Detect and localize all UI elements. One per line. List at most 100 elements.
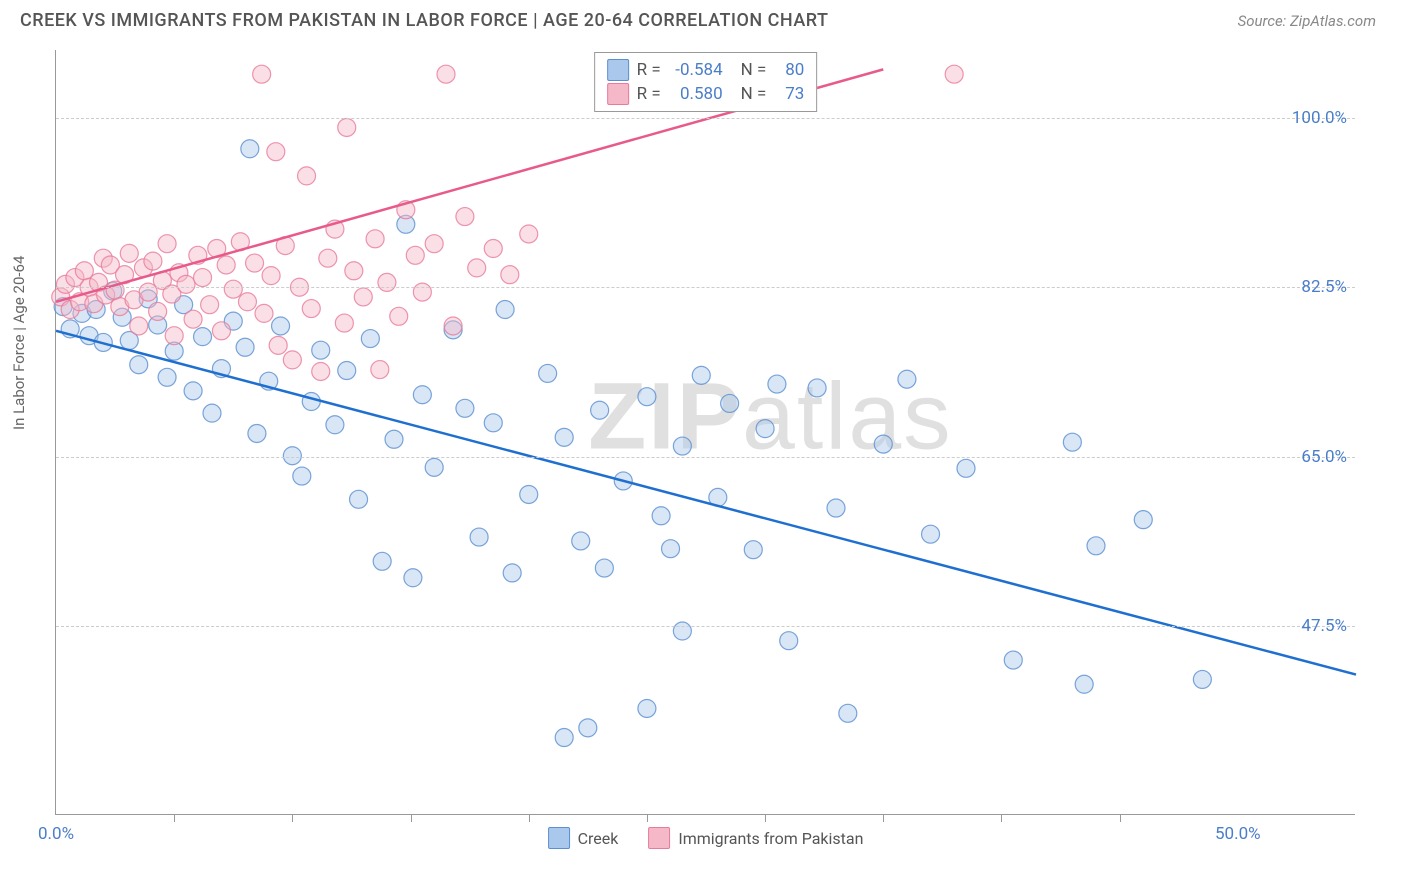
data-point xyxy=(692,366,710,384)
data-point xyxy=(361,330,379,348)
data-point xyxy=(425,458,443,476)
legend-stats-box: R = -0.584 N = 80 R = 0.580 N = 73 xyxy=(594,52,818,112)
data-point xyxy=(744,541,762,559)
legend-swatch xyxy=(607,59,629,81)
data-point xyxy=(262,267,280,285)
data-point xyxy=(662,540,680,558)
data-point xyxy=(373,552,391,570)
x-tick xyxy=(1120,814,1121,822)
data-point xyxy=(302,300,320,318)
data-point xyxy=(673,622,691,640)
data-point xyxy=(957,459,975,477)
data-point xyxy=(248,424,266,442)
data-point xyxy=(217,256,235,274)
legend-stat-row: R = 0.580 N = 73 xyxy=(607,83,805,105)
data-point xyxy=(673,437,691,455)
x-tick-label: 0.0% xyxy=(38,824,74,844)
gridline xyxy=(56,118,1355,119)
data-point xyxy=(456,208,474,226)
data-point xyxy=(1193,670,1211,688)
data-point xyxy=(272,317,290,335)
data-point xyxy=(437,65,455,83)
x-tick xyxy=(411,814,412,822)
data-point xyxy=(839,704,857,722)
data-point xyxy=(1075,675,1093,693)
data-point xyxy=(780,632,798,650)
r-value: 0.580 xyxy=(669,84,723,104)
data-point xyxy=(1087,537,1105,555)
data-point xyxy=(194,269,212,287)
x-tick xyxy=(174,814,175,822)
data-point xyxy=(756,420,774,438)
x-tick xyxy=(292,814,293,822)
data-point xyxy=(591,401,609,419)
x-tick xyxy=(529,814,530,822)
data-point xyxy=(345,262,363,280)
data-point xyxy=(404,569,422,587)
data-point xyxy=(293,467,311,485)
r-value: -0.584 xyxy=(669,60,723,80)
data-point xyxy=(652,507,670,525)
data-point xyxy=(212,322,230,340)
y-tick-label: 100.0% xyxy=(1292,108,1347,128)
data-point xyxy=(319,249,337,267)
data-point xyxy=(177,275,195,293)
data-point xyxy=(945,65,963,83)
data-point xyxy=(898,370,916,388)
data-point xyxy=(354,288,372,306)
data-point xyxy=(267,143,285,161)
series-legend: Creek Immigrants from Pakistan xyxy=(548,827,864,849)
data-point xyxy=(555,729,573,747)
data-point xyxy=(385,430,403,448)
data-point xyxy=(312,362,330,380)
legend-item: Immigrants from Pakistan xyxy=(648,827,863,849)
legend-stat-row: R = -0.584 N = 80 xyxy=(607,59,805,81)
x-tick xyxy=(647,814,648,822)
data-point xyxy=(444,317,462,335)
data-point xyxy=(335,314,353,332)
legend-label: Creek xyxy=(578,829,619,848)
data-point xyxy=(406,246,424,264)
data-point xyxy=(425,235,443,253)
x-tick xyxy=(1001,814,1002,822)
legend-swatch xyxy=(648,827,670,849)
y-tick-label: 47.5% xyxy=(1301,616,1347,636)
data-point xyxy=(350,490,368,508)
data-point xyxy=(338,118,356,136)
data-point xyxy=(253,65,271,83)
data-point xyxy=(555,428,573,446)
data-point xyxy=(456,399,474,417)
data-point xyxy=(827,499,845,517)
data-point xyxy=(283,351,301,369)
plot-area: ZIPatlas R = -0.584 N = 80 R = 0.580 N =… xyxy=(55,50,1355,815)
data-point xyxy=(520,225,538,243)
data-point xyxy=(413,386,431,404)
data-point xyxy=(874,435,892,453)
data-point xyxy=(130,317,148,335)
data-point xyxy=(241,140,259,158)
data-point xyxy=(503,564,521,582)
data-point xyxy=(378,273,396,291)
gridline xyxy=(56,287,1355,288)
data-point xyxy=(165,327,183,345)
data-point xyxy=(808,379,826,397)
data-point xyxy=(326,416,344,434)
data-point xyxy=(595,559,613,577)
data-point xyxy=(238,293,256,311)
data-point xyxy=(269,336,287,354)
data-point xyxy=(484,240,502,258)
gridline xyxy=(56,457,1355,458)
title-bar: CREEK VS IMMIGRANTS FROM PAKISTAN IN LAB… xyxy=(0,0,1406,41)
data-point xyxy=(520,485,538,503)
data-point xyxy=(184,310,202,328)
legend-item: Creek xyxy=(548,827,619,849)
data-point xyxy=(638,388,656,406)
data-point xyxy=(721,394,739,412)
chart-svg xyxy=(56,50,1355,814)
data-point xyxy=(413,283,431,301)
source-label: Source: ZipAtlas.com xyxy=(1238,12,1376,30)
data-point xyxy=(149,302,167,320)
legend-swatch xyxy=(548,827,570,849)
data-point xyxy=(501,266,519,284)
data-point xyxy=(579,719,597,737)
